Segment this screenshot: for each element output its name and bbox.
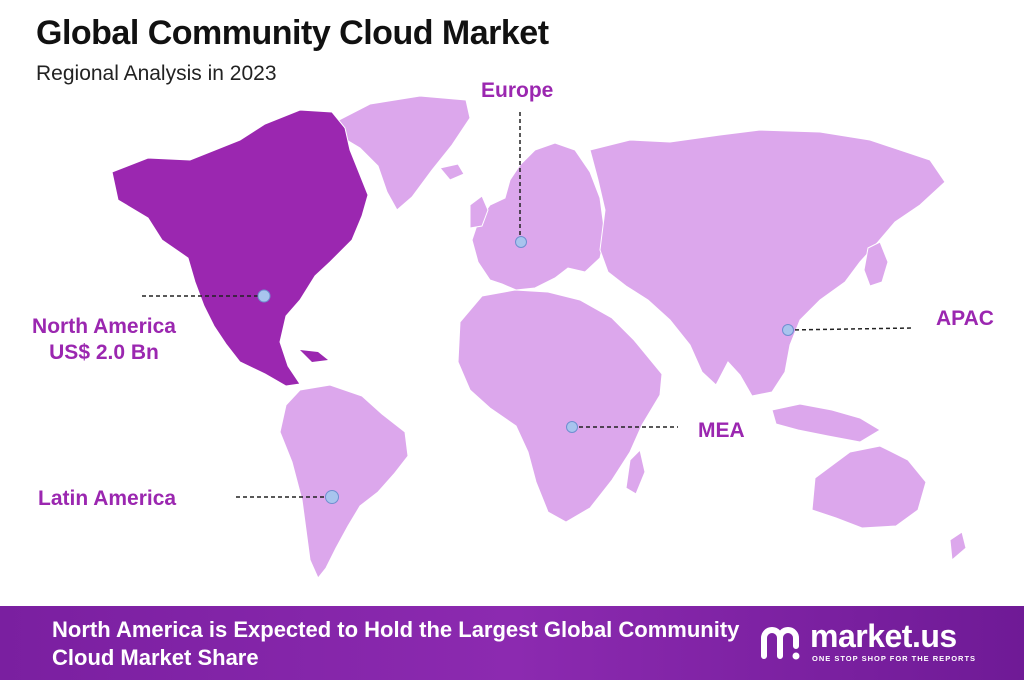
leader-lines: [142, 112, 913, 498]
label-europe: Europe: [481, 79, 554, 102]
madagascar-shape: [625, 449, 646, 495]
asia-shape: [589, 129, 946, 397]
south-america-shape: [279, 384, 409, 579]
page-subtitle: Regional Analysis in 2023: [36, 62, 277, 85]
label-north-america-value: US$ 2.0 Bn: [49, 341, 159, 364]
footer-banner: North America is Expected to Hold the La…: [0, 606, 1024, 680]
brand-tagline: ONE STOP SHOP FOR THE REPORTS: [812, 654, 977, 663]
japan-shape: [863, 241, 889, 287]
brand: market.us ONE STOP SHOP FOR THE REPORTS: [758, 618, 1008, 670]
greenland-shape: [334, 95, 471, 211]
marker-latin-america: [325, 490, 339, 504]
marker-north-america: [257, 289, 271, 303]
marker-mea: [566, 421, 578, 433]
other-regions: [279, 95, 967, 579]
label-mea: MEA: [698, 419, 745, 442]
north-america-shape: [111, 109, 369, 387]
marker-apac: [782, 324, 794, 336]
label-north-america: North America US$ 2.0 Bn: [12, 314, 196, 366]
indonesia-shape: [771, 403, 881, 443]
label-apac: APAC: [936, 307, 994, 330]
market-us-logo-icon: [761, 627, 800, 660]
uk-shape: [469, 195, 489, 229]
page-title: Global Community Cloud Market: [36, 14, 549, 52]
brand-name: market.us: [810, 618, 957, 654]
markers: [257, 236, 794, 504]
australia-shape: [811, 445, 927, 529]
label-latin-america: Latin America: [38, 487, 177, 510]
africa-shape: [457, 289, 663, 523]
new-zealand-shape: [949, 531, 967, 562]
caribbean-shape: [300, 350, 328, 362]
marker-europe: [515, 236, 527, 248]
footer-statement: North America is Expected to Hold the La…: [52, 617, 740, 670]
leader-line-apac: [787, 327, 913, 331]
iceland-shape: [439, 163, 465, 181]
label-north-america-name: North America: [32, 315, 176, 338]
world-map: [111, 95, 967, 579]
europe-shape: [471, 142, 606, 291]
